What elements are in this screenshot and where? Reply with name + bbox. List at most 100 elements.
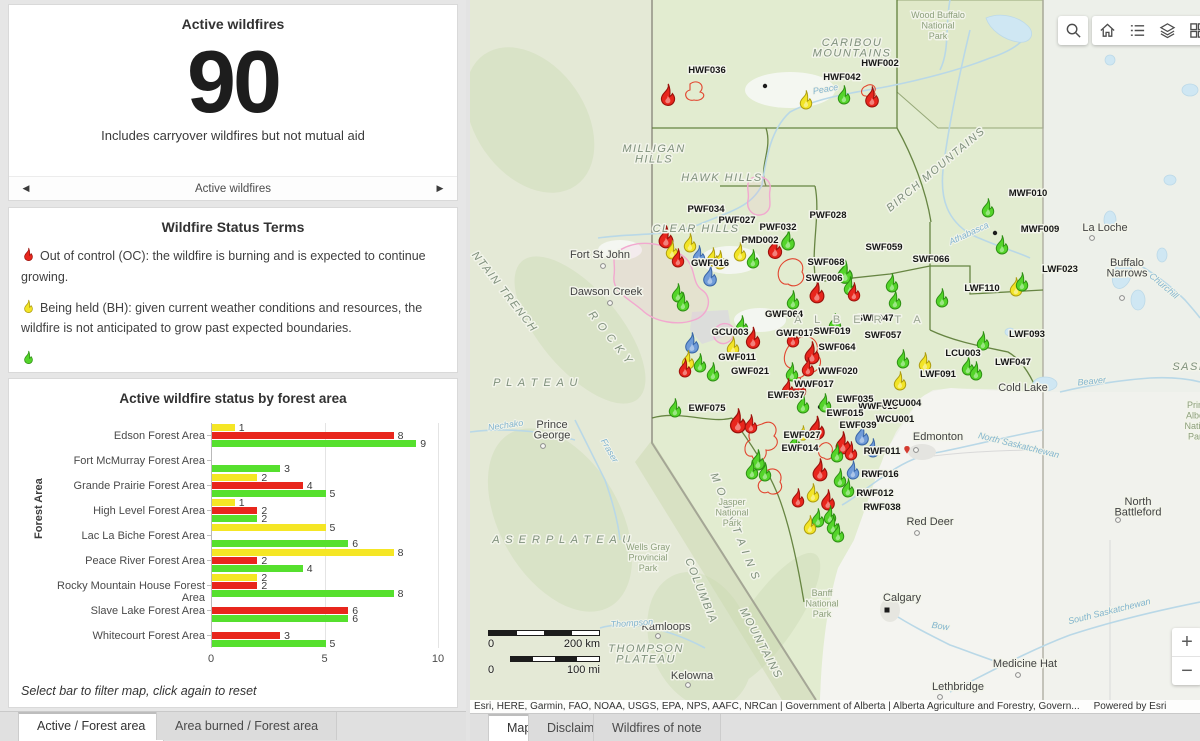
- y-axis-tick: [207, 610, 211, 611]
- city-dot: [1119, 295, 1125, 301]
- search-box: [1058, 16, 1088, 45]
- tab-area-burned-forest-area[interactable]: Area burned / Forest area: [156, 712, 338, 740]
- map-label-fire: SWF059: [866, 242, 903, 253]
- category-label: Fort McMurray Forest Area: [73, 455, 205, 467]
- status-term-being-held: Being held (BH): given current weather c…: [21, 298, 445, 339]
- bar-out-of-control-6[interactable]: [212, 582, 258, 589]
- map-label-park: Jasper National Park: [715, 497, 748, 528]
- search-icon[interactable]: [1058, 16, 1088, 45]
- bar-value-label: 3: [284, 463, 290, 475]
- scalebar-km: [488, 630, 600, 636]
- map-label-fire: GWF021: [731, 366, 770, 377]
- bar-value-label: 8: [397, 547, 404, 559]
- basemap-icon[interactable]: [1182, 16, 1200, 45]
- map-label-fire: SWF006: [806, 273, 843, 284]
- city-dot: [600, 263, 606, 269]
- map-toolbar: [1058, 16, 1200, 45]
- map-label-region: P L A T E A U: [493, 377, 579, 389]
- bar-under-control-5[interactable]: [212, 565, 303, 572]
- bar-value-label: 2: [261, 472, 268, 484]
- zoom-in-button[interactable]: +: [1181, 630, 1193, 653]
- tab-wildfires-of-note[interactable]: Wildfires of note: [593, 714, 721, 741]
- carousel-prev-icon[interactable]: ◀: [22, 183, 30, 193]
- y-axis-tick: [207, 535, 211, 536]
- status-term-out-of-control: Out of control (OC): the wildfire is bur…: [21, 246, 445, 287]
- bar-out-of-control-7[interactable]: [212, 607, 349, 614]
- city-dot: [655, 633, 661, 639]
- bar-out-of-control-3[interactable]: [212, 507, 258, 514]
- map-label-fire: MWF009: [1021, 224, 1060, 235]
- map-label-fire: WCU004: [883, 398, 922, 409]
- category-label: Grande Prairie Forest Area: [73, 480, 205, 492]
- active-wildfires-subtitle: Includes carryover wildfires but not mut…: [101, 128, 365, 143]
- city-dot: [937, 694, 943, 700]
- status-term-under-control: [21, 349, 445, 372]
- bar-out-of-control-5[interactable]: [212, 557, 258, 564]
- bar-under-control-3[interactable]: [212, 515, 258, 522]
- map-label-city: Calgary: [883, 592, 921, 604]
- category-label: Peace River Forest Area: [85, 555, 205, 567]
- bar-being-held-3[interactable]: [212, 499, 235, 506]
- y-axis-tick: [207, 435, 211, 436]
- map-label-fire: WWF020: [818, 366, 858, 377]
- bar-being-held-6[interactable]: [212, 574, 258, 581]
- rivers-and-lakes: [470, 0, 1200, 693]
- legend-icon[interactable]: [1122, 16, 1152, 45]
- powered-by-text: Powered by Esri: [1093, 701, 1167, 712]
- map-label-fire: LWF047: [995, 357, 1031, 368]
- calgary-city-square: [884, 607, 890, 613]
- bar-under-control-1[interactable]: [212, 465, 281, 472]
- bar-being-held-2[interactable]: [212, 474, 258, 481]
- tab-map[interactable]: Map: [488, 714, 551, 741]
- y-axis-tick: [207, 510, 211, 511]
- city-dot: [607, 300, 613, 306]
- active-wildfires-count: 90: [187, 32, 282, 131]
- tab-active-forest-area[interactable]: Active / Forest area: [18, 712, 165, 741]
- bar-out-of-control-0[interactable]: [212, 432, 394, 439]
- bar-value-label: 2: [261, 505, 268, 517]
- map-label-fire: EWF014: [782, 443, 820, 454]
- edmonton-pin-icon: [904, 446, 910, 454]
- carousel-next-icon[interactable]: ▶: [436, 183, 444, 193]
- category-label: Edson Forest Area: [113, 430, 205, 442]
- category-label: Rocky Mountain House Forest Area: [57, 580, 205, 604]
- map-label-city: Red Deer: [906, 516, 953, 528]
- bar-value-label: 2: [261, 580, 268, 592]
- zoom-out-button[interactable]: −: [1172, 656, 1200, 685]
- map-label-fire: WWF015: [858, 401, 898, 412]
- map-panel: HWF036 HWF042 HWF002 PWF034 PWF027 PWF032 PMD0…: [470, 0, 1200, 741]
- status-terms-card: Wildfire Status Terms Out of control (OC…: [8, 207, 458, 373]
- bar-being-held-5[interactable]: [212, 549, 394, 556]
- map-label-region: CARIBOU MOUNTAINS: [813, 37, 892, 60]
- map-label-fire: GWF011: [718, 352, 756, 363]
- bar-being-held-0[interactable]: [212, 424, 235, 431]
- bar-under-control-6[interactable]: [212, 590, 394, 597]
- bar-under-control-7[interactable]: [212, 615, 349, 622]
- bar-being-held-4[interactable]: [212, 524, 326, 531]
- bar-value-label: 6: [352, 605, 359, 617]
- bar-value-label: 4: [306, 480, 313, 492]
- map-label-fire: SWF057: [865, 330, 902, 341]
- map-label-fire: EWF037: [768, 390, 805, 401]
- bar-out-of-control-8[interactable]: [212, 632, 281, 639]
- bar-value-label: 8: [397, 588, 404, 600]
- bar-under-control-0[interactable]: [212, 440, 417, 447]
- map-label-prov: A L B E R T A: [794, 314, 925, 326]
- x-axis-tick: 10: [431, 653, 445, 665]
- map-point-symbols: [540, 83, 1125, 700]
- map-label-region: MILLIGAN HILLS: [622, 143, 685, 166]
- layers-icon[interactable]: [1152, 16, 1182, 45]
- map-label-fire: GCU003: [712, 327, 749, 338]
- bar-under-control-4[interactable]: [212, 540, 349, 547]
- map-attribution: Esri, HERE, Garmin, FAO, NOAA, USGS, EPA…: [470, 700, 1200, 713]
- bar-under-control-2[interactable]: [212, 490, 326, 497]
- map-label-city: North Battleford: [1114, 496, 1161, 519]
- bar-under-control-8[interactable]: [212, 640, 326, 647]
- home-icon[interactable]: [1092, 16, 1122, 45]
- map-label-fire: EWF027: [784, 430, 821, 441]
- map-label-fire: GWF064: [765, 309, 804, 320]
- scalebar-zero: 0: [488, 664, 495, 676]
- bar-out-of-control-2[interactable]: [212, 482, 303, 489]
- map-label-fire: GWF017: [776, 328, 814, 339]
